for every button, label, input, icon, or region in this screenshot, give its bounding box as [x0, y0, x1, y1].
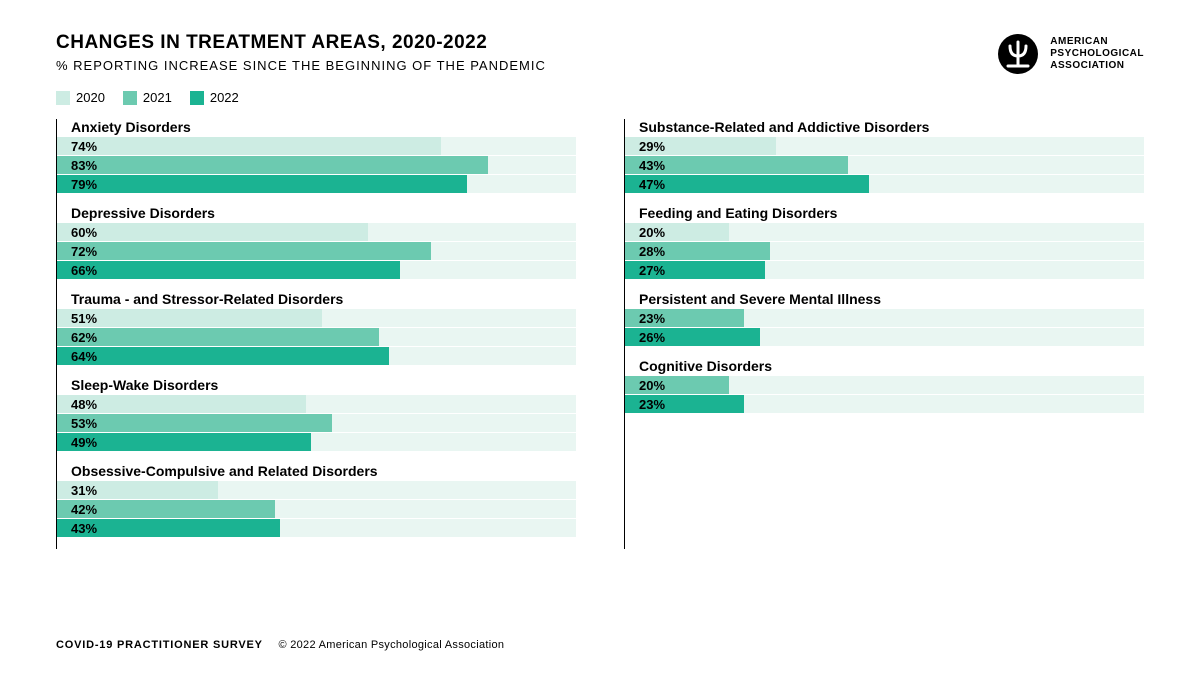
category: Cognitive Disorders 20%23% — [625, 358, 1144, 413]
bar-row: 66% — [57, 261, 576, 279]
bar-row: 83% — [57, 156, 576, 174]
bar-value: 20% — [639, 223, 665, 241]
category-label: Trauma - and Stressor-Related Disorders — [57, 291, 576, 307]
bar-row: 42% — [57, 500, 576, 518]
bar-value: 79% — [71, 175, 97, 193]
bar-value: 48% — [71, 395, 97, 413]
category: Depressive Disorders 60%72%66% — [57, 205, 576, 279]
category-label: Anxiety Disorders — [57, 119, 576, 135]
footer: COVID-19 PRACTITIONER SURVEY © 2022 Amer… — [56, 639, 504, 651]
bar-fill — [57, 328, 379, 346]
right-column: Substance-Related and Addictive Disorder… — [624, 119, 1144, 549]
bar-row: 53% — [57, 414, 576, 432]
bar-row: 74% — [57, 137, 576, 155]
bar-value: 29% — [639, 137, 665, 155]
bar-fill — [57, 137, 441, 155]
category-label: Feeding and Eating Disorders — [625, 205, 1144, 221]
footer-copyright: © 2022 American Psychological Associatio… — [278, 639, 504, 651]
bar-row: 20% — [625, 223, 1144, 241]
bar-row: 43% — [57, 519, 576, 537]
chart-subtitle: % REPORTING INCREASE SINCE THE BEGINNING… — [56, 58, 996, 73]
bar-value: 62% — [71, 328, 97, 346]
legend-label: 2020 — [76, 90, 105, 105]
bar-value: 51% — [71, 309, 97, 327]
bar-row: 20% — [625, 376, 1144, 394]
legend-label: 2021 — [143, 90, 172, 105]
category-label: Obsessive-Compulsive and Related Disorde… — [57, 463, 576, 479]
bar-value: 31% — [71, 481, 97, 499]
bar-row: 26% — [625, 328, 1144, 346]
legend-item: 2020 — [56, 90, 105, 105]
bar-row: 23% — [625, 395, 1144, 413]
bar-value: 43% — [639, 156, 665, 174]
bar-row: 31% — [57, 481, 576, 499]
bar-value: 64% — [71, 347, 97, 365]
legend-item: 2021 — [123, 90, 172, 105]
category-label: Sleep-Wake Disorders — [57, 377, 576, 393]
bar-value: 43% — [71, 519, 97, 537]
bar-value: 60% — [71, 223, 97, 241]
bar-value: 28% — [639, 242, 665, 260]
bar-value: 42% — [71, 500, 97, 518]
bar-row: 29% — [625, 137, 1144, 155]
bar-fill — [57, 175, 467, 193]
bar-value: 53% — [71, 414, 97, 432]
category: Trauma - and Stressor-Related Disorders 5… — [57, 291, 576, 365]
bar-value: 74% — [71, 137, 97, 155]
bar-value: 66% — [71, 261, 97, 279]
bar-row: 62% — [57, 328, 576, 346]
psi-icon — [996, 32, 1040, 76]
category: Anxiety Disorders 74%83%79% — [57, 119, 576, 193]
legend-swatch — [123, 91, 137, 105]
bar-row: 60% — [57, 223, 576, 241]
bar-value: 20% — [639, 376, 665, 394]
category-label: Cognitive Disorders — [625, 358, 1144, 374]
bar-row: 51% — [57, 309, 576, 327]
bar-value: 47% — [639, 175, 665, 193]
bar-fill — [57, 414, 332, 432]
bar-fill — [57, 347, 389, 365]
left-column: Anxiety Disorders 74%83%79% Depressive Dis… — [56, 119, 576, 549]
footer-survey: COVID-19 PRACTITIONER SURVEY — [56, 639, 263, 651]
bar-row: 49% — [57, 433, 576, 451]
category-label: Depressive Disorders — [57, 205, 576, 221]
legend-item: 2022 — [190, 90, 239, 105]
category-label: Substance-Related and Addictive Disorder… — [625, 119, 1144, 135]
bar-fill — [57, 261, 400, 279]
bar-row: 79% — [57, 175, 576, 193]
category: Substance-Related and Addictive Disorder… — [625, 119, 1144, 193]
bar-value: 26% — [639, 328, 665, 346]
category: Sleep-Wake Disorders 48%53%49% — [57, 377, 576, 451]
bar-row: 28% — [625, 242, 1144, 260]
category: Obsessive-Compulsive and Related Disorde… — [57, 463, 576, 537]
legend-swatch — [190, 91, 204, 105]
bar-value: 23% — [639, 395, 665, 413]
bar-fill — [57, 223, 368, 241]
bar-row: 47% — [625, 175, 1144, 193]
bar-fill — [57, 242, 431, 260]
category: Feeding and Eating Disorders 20%28%27% — [625, 205, 1144, 279]
category-label: Persistent and Severe Mental Illness — [625, 291, 1144, 307]
category: Persistent and Severe Mental Illness 23%2… — [625, 291, 1144, 346]
bar-row: 43% — [625, 156, 1144, 174]
bar-row: 72% — [57, 242, 576, 260]
chart-title: CHANGES IN TREATMENT AREAS, 2020-2022 — [56, 32, 996, 54]
legend: 2020 2021 2022 — [56, 90, 1144, 105]
logo-text-line: PSYCHOLOGICAL — [1050, 48, 1144, 60]
bar-value: 83% — [71, 156, 97, 174]
bar-row: 64% — [57, 347, 576, 365]
bar-row: 27% — [625, 261, 1144, 279]
bar-value: 72% — [71, 242, 97, 260]
apa-logo: AMERICAN PSYCHOLOGICAL ASSOCIATION — [996, 32, 1144, 76]
legend-swatch — [56, 91, 70, 105]
logo-text-line: ASSOCIATION — [1050, 60, 1144, 72]
bar-row: 48% — [57, 395, 576, 413]
logo-text-line: AMERICAN — [1050, 36, 1144, 48]
bar-value: 23% — [639, 309, 665, 327]
bar-row: 23% — [625, 309, 1144, 327]
bar-fill — [57, 156, 488, 174]
bar-value: 27% — [639, 261, 665, 279]
bar-value: 49% — [71, 433, 97, 451]
legend-label: 2022 — [210, 90, 239, 105]
